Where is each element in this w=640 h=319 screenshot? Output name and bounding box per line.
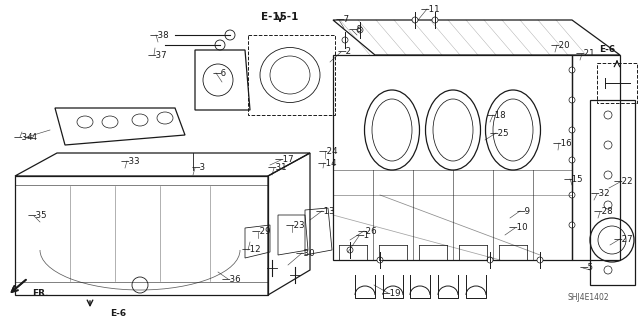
Text: —25: —25 <box>490 129 509 137</box>
Text: —32: —32 <box>591 189 611 198</box>
FancyArrowPatch shape <box>12 280 26 292</box>
Text: SHJ4E1402: SHJ4E1402 <box>567 293 609 302</box>
Circle shape <box>569 192 575 198</box>
Text: —12: —12 <box>242 246 262 255</box>
Text: —26: —26 <box>358 226 378 235</box>
Text: —4: —4 <box>24 132 38 142</box>
Text: —10: —10 <box>509 224 529 233</box>
Text: —28: —28 <box>594 207 614 217</box>
Text: —8: —8 <box>349 26 363 34</box>
Text: —16: —16 <box>553 138 573 147</box>
Text: —20: —20 <box>551 41 571 49</box>
Circle shape <box>342 37 348 43</box>
Text: —2: —2 <box>338 48 352 56</box>
Text: —27: —27 <box>614 234 634 243</box>
Circle shape <box>537 257 543 263</box>
Text: —38: —38 <box>150 31 170 40</box>
Circle shape <box>569 222 575 228</box>
Text: —24: —24 <box>319 146 339 155</box>
Text: —11: —11 <box>421 4 440 13</box>
Text: E-6: E-6 <box>599 45 615 54</box>
Text: —22: —22 <box>614 177 634 187</box>
Text: —18: —18 <box>487 110 507 120</box>
Bar <box>333 55 572 260</box>
Text: —3: —3 <box>192 164 206 173</box>
Text: —36: —36 <box>222 275 242 284</box>
Circle shape <box>569 127 575 133</box>
Circle shape <box>357 27 363 33</box>
Text: —37: —37 <box>148 50 168 60</box>
Text: —19: —19 <box>382 288 401 298</box>
Circle shape <box>347 247 353 253</box>
Text: —29: —29 <box>252 227 271 236</box>
Circle shape <box>569 97 575 103</box>
Text: —5: —5 <box>580 263 594 272</box>
Circle shape <box>412 17 418 23</box>
Text: —23: —23 <box>286 220 306 229</box>
Circle shape <box>432 17 438 23</box>
Text: —6: —6 <box>213 69 227 78</box>
Text: —1: —1 <box>356 232 370 241</box>
Text: —21: —21 <box>576 49 596 58</box>
Circle shape <box>487 257 493 263</box>
Text: —14: —14 <box>318 159 338 167</box>
Text: —13: —13 <box>316 206 335 216</box>
Text: —33: —33 <box>121 157 141 166</box>
Text: —17: —17 <box>275 155 294 165</box>
Circle shape <box>569 67 575 73</box>
Text: E-15-1: E-15-1 <box>261 12 299 22</box>
Text: E-6: E-6 <box>110 308 126 317</box>
Text: —7: —7 <box>336 16 350 25</box>
Circle shape <box>377 257 383 263</box>
Text: FR.: FR. <box>32 290 49 299</box>
Text: —30: —30 <box>296 249 316 257</box>
Text: —15: —15 <box>564 174 584 183</box>
Text: —34: —34 <box>14 132 34 142</box>
Text: —9: —9 <box>517 206 531 216</box>
Circle shape <box>569 157 575 163</box>
Text: —31: —31 <box>268 164 287 173</box>
Text: —35: —35 <box>28 211 47 220</box>
